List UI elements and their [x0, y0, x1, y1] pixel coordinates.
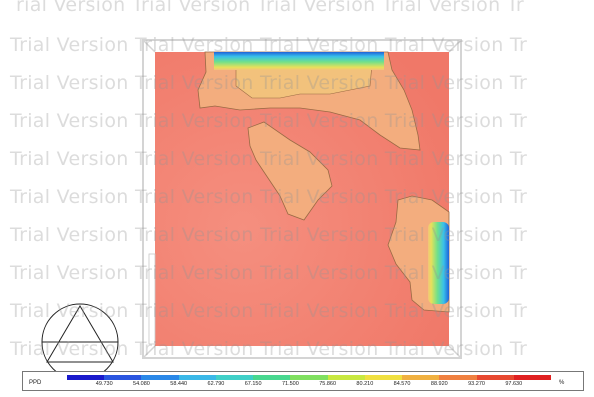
- legend-swatch: [402, 375, 440, 380]
- room-edge: [448, 39, 462, 53]
- legend-swatch: [215, 375, 254, 380]
- contour-region-center: [247, 121, 333, 221]
- cold-inlet-top: [214, 52, 384, 70]
- room-edge: [142, 39, 156, 53]
- room-outer-box: [142, 39, 462, 359]
- legend-swatch: [253, 375, 291, 380]
- legend-swatch: [141, 375, 180, 380]
- cold-inlet-right: [428, 222, 449, 304]
- legend-swatch: [327, 375, 366, 380]
- room-edge: [142, 345, 156, 359]
- legend-swatch: [178, 375, 217, 380]
- legend-tick-label: 80.210: [356, 381, 374, 387]
- legend-swatch: [67, 375, 105, 380]
- door-outline: [148, 253, 156, 345]
- legend-tick-label: 88.920: [430, 381, 448, 387]
- legend-tick-label: 49.730: [95, 381, 113, 387]
- legend-swatch: [290, 375, 329, 380]
- legend-swatch: [476, 375, 515, 380]
- room-edge: [448, 345, 462, 359]
- legend-tick-label: 62.790: [207, 381, 225, 387]
- contour-region-top-inner: [235, 63, 373, 99]
- legend-unit: %: [559, 380, 565, 386]
- legend-tick-label: 54.080: [133, 381, 150, 387]
- legend-swatch: [364, 375, 403, 380]
- legend-tick-label: 84.570: [393, 381, 411, 387]
- legend-tick-label: 58.440: [170, 381, 188, 387]
- legend-tick-label: 67.150: [244, 381, 262, 387]
- legend-tick-label: 93.270: [468, 381, 485, 387]
- legend-swatch: [439, 375, 478, 380]
- ppd-legend: PPD 49.730 54.080 58.440 62.790 67.150 71.500…: [22, 371, 584, 391]
- orientation-compass: [41, 303, 119, 381]
- legend-tick-label: 71.500: [281, 381, 299, 387]
- legend-tick-label: 97.630: [505, 381, 523, 387]
- legend-swatch: [104, 375, 142, 380]
- legend-tick-label: 75.860: [319, 381, 337, 387]
- legend-swatch: [513, 375, 552, 380]
- legend-title: PPD: [29, 380, 42, 386]
